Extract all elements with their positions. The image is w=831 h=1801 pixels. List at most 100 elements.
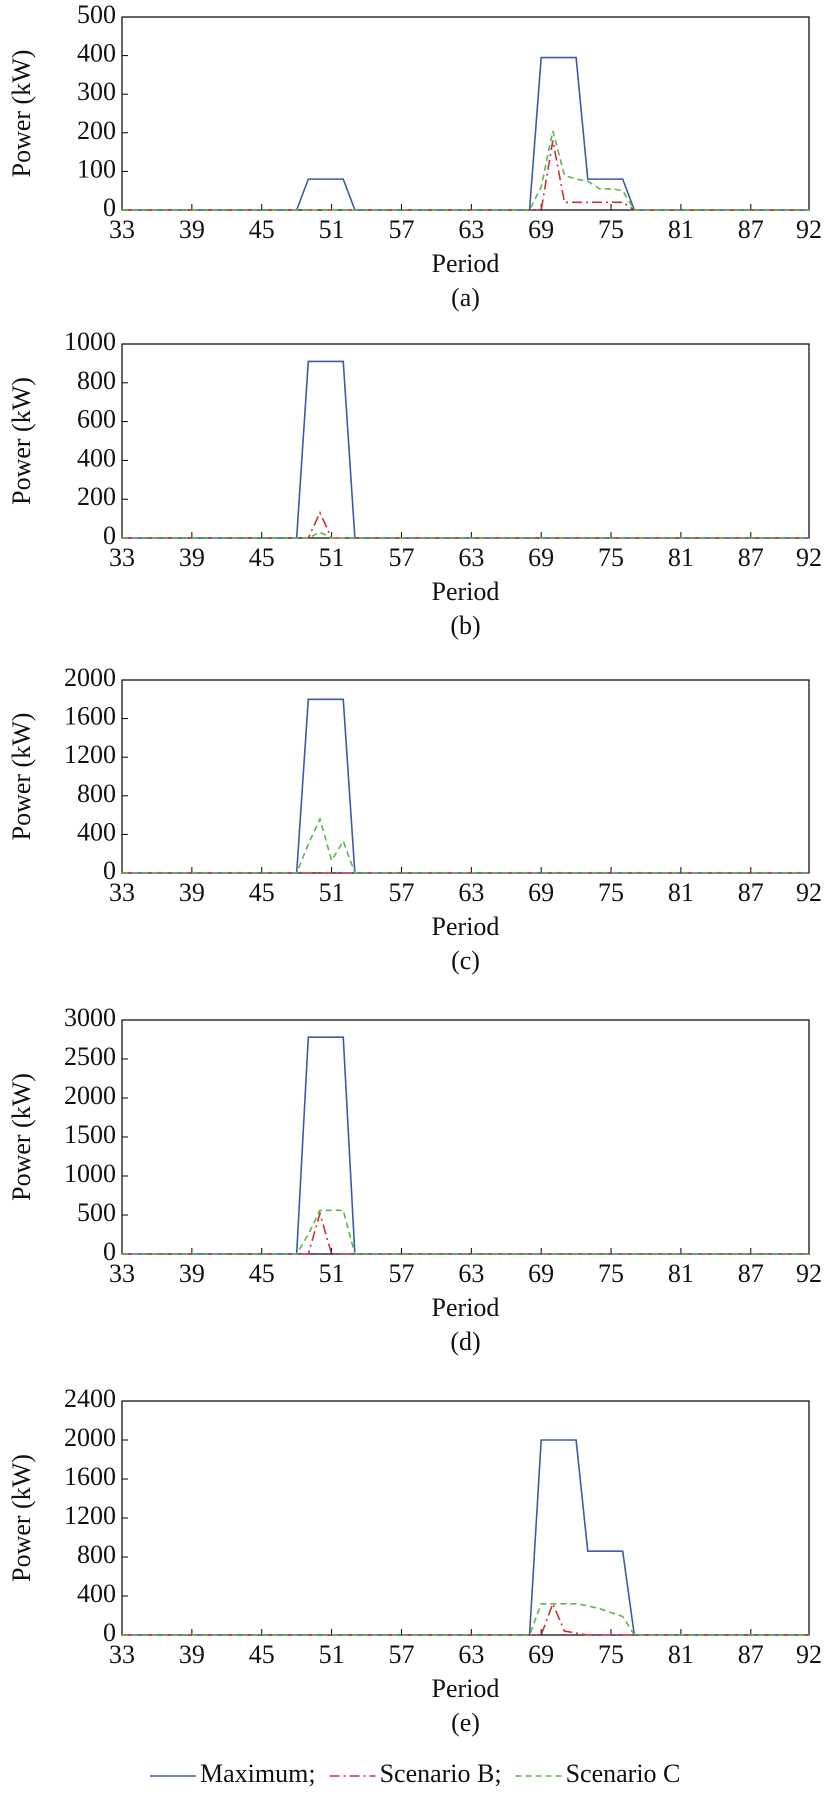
x-tick-label: 87 <box>738 215 764 244</box>
x-tick-label: 39 <box>179 1259 205 1288</box>
y-tick-label: 0 <box>103 856 116 885</box>
x-tick-label: 69 <box>528 878 554 907</box>
x-tick-label: 45 <box>249 1640 275 1669</box>
series-line <box>122 1603 809 1636</box>
plot-frame <box>121 1019 810 1255</box>
x-tick-label: 51 <box>319 215 345 244</box>
x-tick-label: 75 <box>598 878 624 907</box>
x-tick-label: 63 <box>458 215 484 244</box>
series-line <box>122 1601 809 1636</box>
y-tick-label: 1000 <box>64 327 116 356</box>
x-axis-label: Period <box>432 577 500 606</box>
y-tick-label: 1600 <box>64 1462 116 1491</box>
legend-label: Scenario C <box>566 1759 681 1788</box>
series-line <box>122 698 809 874</box>
subtitle: (b) <box>450 611 480 640</box>
x-tick-label: 92 <box>796 878 822 907</box>
y-tick-label: 0 <box>103 521 116 550</box>
series-line <box>122 531 809 539</box>
x-tick-label: 39 <box>179 543 205 572</box>
x-tick-label: 75 <box>598 215 624 244</box>
x-tick-label: 39 <box>179 878 205 907</box>
x-tick-label: 39 <box>179 1640 205 1669</box>
x-tick-label: 45 <box>249 215 275 244</box>
y-tick-label: 100 <box>77 154 116 183</box>
x-tick-label: 51 <box>319 1259 345 1288</box>
x-tick-label: 57 <box>388 215 414 244</box>
x-tick-label: 57 <box>388 1640 414 1669</box>
x-tick-label: 92 <box>796 543 822 572</box>
x-tick-label: 87 <box>738 878 764 907</box>
x-axis-label: Period <box>432 249 500 278</box>
x-axis-label: Period <box>432 1293 500 1322</box>
x-tick-label: 75 <box>598 1259 624 1288</box>
series-line <box>122 1439 809 1636</box>
x-tick-label: 51 <box>319 1640 345 1669</box>
series-line <box>122 360 809 539</box>
x-tick-label: 92 <box>796 1259 822 1288</box>
y-axis-label: Power (kW) <box>7 1073 36 1201</box>
legend-label: Scenario B; <box>380 1759 502 1788</box>
y-tick-label: 1000 <box>64 1159 116 1188</box>
x-tick-label: 92 <box>796 215 822 244</box>
y-tick-label: 2500 <box>64 1042 116 1071</box>
plot-frame <box>121 1400 810 1636</box>
x-tick-label: 81 <box>668 543 694 572</box>
x-axis-label: Period <box>432 1674 500 1703</box>
series-line <box>122 1209 809 1255</box>
x-tick-label: 45 <box>249 878 275 907</box>
y-tick-label: 200 <box>77 116 116 145</box>
y-tick-label: 2000 <box>64 1081 116 1110</box>
x-tick-label: 33 <box>109 543 135 572</box>
x-tick-label: 57 <box>388 878 414 907</box>
x-tick-label: 75 <box>598 1640 624 1669</box>
x-axis-label: Period <box>432 912 500 941</box>
y-tick-label: 0 <box>103 193 116 222</box>
y-tick-label: 500 <box>77 0 116 29</box>
y-tick-label: 300 <box>77 77 116 106</box>
subtitle: (e) <box>451 1708 480 1737</box>
legend-label: Maximum; <box>200 1759 316 1788</box>
series-line <box>122 1210 809 1255</box>
x-tick-label: 33 <box>109 1640 135 1669</box>
y-tick-label: 0 <box>103 1618 116 1647</box>
subtitle: (c) <box>451 946 480 975</box>
y-tick-label: 3000 <box>64 1003 116 1032</box>
series-line <box>122 56 809 211</box>
y-tick-label: 400 <box>77 817 116 846</box>
x-tick-label: 69 <box>528 543 554 572</box>
x-tick-label: 63 <box>458 1259 484 1288</box>
y-tick-label: 500 <box>77 1198 116 1227</box>
subtitle: (d) <box>450 1327 480 1356</box>
x-tick-label: 33 <box>109 215 135 244</box>
series-line <box>122 510 809 539</box>
y-tick-label: 0 <box>103 1237 116 1266</box>
plot-frame <box>121 679 810 874</box>
x-tick-label: 69 <box>528 215 554 244</box>
x-tick-label: 63 <box>458 1640 484 1669</box>
x-tick-label: 69 <box>528 1259 554 1288</box>
y-axis-label: Power (kW) <box>7 377 36 505</box>
plot-frame <box>121 343 810 539</box>
x-tick-label: 69 <box>528 1640 554 1669</box>
y-axis-label: Power (kW) <box>7 50 36 178</box>
y-tick-label: 1200 <box>64 1501 116 1530</box>
y-tick-label: 1600 <box>64 702 116 731</box>
x-tick-label: 57 <box>388 543 414 572</box>
x-tick-label: 51 <box>319 878 345 907</box>
y-tick-label: 400 <box>77 1579 116 1608</box>
y-tick-label: 400 <box>77 443 116 472</box>
series-line <box>122 816 809 874</box>
x-tick-label: 63 <box>458 878 484 907</box>
y-tick-label: 1500 <box>64 1120 116 1149</box>
x-tick-label: 45 <box>249 543 275 572</box>
y-tick-label: 200 <box>77 482 116 511</box>
x-tick-label: 87 <box>738 1259 764 1288</box>
y-axis-label: Power (kW) <box>7 713 36 841</box>
y-tick-label: 2000 <box>64 1423 116 1452</box>
y-tick-label: 600 <box>77 405 116 434</box>
x-tick-label: 33 <box>109 1259 135 1288</box>
x-tick-label: 87 <box>738 1640 764 1669</box>
x-tick-label: 75 <box>598 543 624 572</box>
